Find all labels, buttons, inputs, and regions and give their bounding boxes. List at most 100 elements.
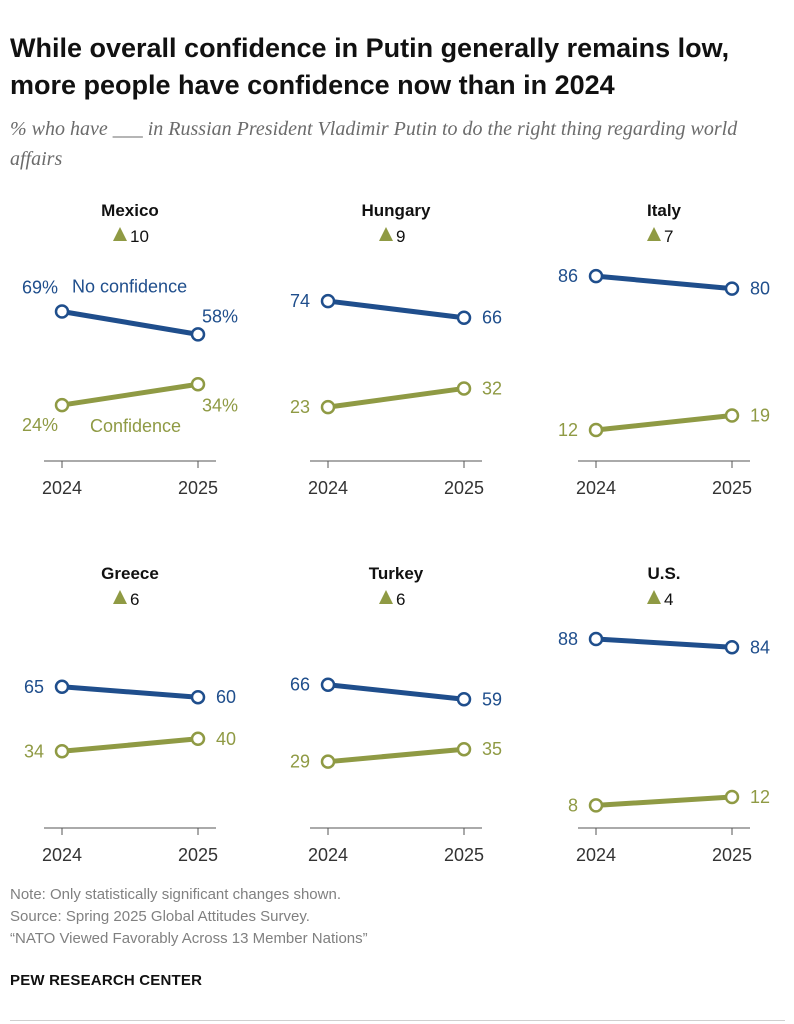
- confidence-point-2024: [54, 744, 70, 759]
- note-text: Note: Only statistically significant cha…: [10, 886, 341, 903]
- country-label: Hungary: [362, 201, 432, 220]
- confidence-point-2025: [190, 377, 206, 392]
- bottom-divider: [10, 1020, 785, 1021]
- x-tick-label: 2024: [42, 478, 82, 498]
- country-label: Italy: [647, 201, 682, 220]
- data-label-2024: 8: [568, 795, 578, 815]
- data-label-2025: 32: [482, 378, 502, 398]
- chart-subtitle: % who have ___ in Russian President Vlad…: [10, 118, 738, 170]
- data-label-2025: 84: [750, 637, 770, 657]
- no-confidence-line: [59, 308, 201, 337]
- x-tick-label: 2024: [42, 845, 82, 865]
- x-tick-label: 2024: [576, 845, 616, 865]
- triangle-up-icon: [647, 227, 661, 241]
- data-label-2025: 66: [482, 308, 502, 328]
- confidence-point-2025: [456, 741, 472, 757]
- no-confidence-point-2024: [588, 268, 604, 284]
- data-label-2025: 59: [482, 689, 502, 709]
- change-value: 10: [130, 227, 149, 246]
- confidence-point-2024: [320, 399, 336, 415]
- confidence-line: [593, 794, 735, 808]
- data-label-2024: 66: [290, 675, 310, 695]
- data-label-2025: 34%: [202, 395, 238, 415]
- x-tick-label: 2025: [444, 478, 484, 498]
- x-tick-label: 2025: [712, 845, 752, 865]
- no-confidence-point-2025: [724, 640, 740, 655]
- no-confidence-line: [325, 682, 467, 702]
- change-value: 4: [664, 590, 673, 609]
- confidence-point-2025: [724, 789, 740, 805]
- no-confidence-point-2024: [320, 293, 336, 309]
- confidence-point-2024: [588, 798, 604, 813]
- confidence-point-2025: [724, 408, 740, 423]
- x-tick-label: 2025: [178, 845, 218, 865]
- data-label-2024: 12: [558, 420, 578, 440]
- change-value: 7: [664, 227, 673, 246]
- data-label-2024: 29: [290, 752, 310, 772]
- data-label-2025: 80: [750, 279, 770, 299]
- no-confidence-point-2025: [724, 281, 740, 296]
- report-title: “NATO Viewed Favorably Across 13 Member …: [10, 930, 368, 947]
- triangle-up-icon: [113, 227, 127, 241]
- data-label-2025: 35: [482, 739, 502, 759]
- data-label-2025: 19: [750, 405, 770, 425]
- no-confidence-point-2024: [54, 304, 70, 319]
- panel-us: U.S. 4 2024 2025 88 84 8 12: [558, 564, 770, 865]
- triangle-up-icon: [647, 590, 661, 604]
- no-confidence-line: [593, 273, 735, 292]
- data-label-2024: 24%: [22, 415, 58, 435]
- change-value: 6: [396, 590, 405, 609]
- triangle-up-icon: [379, 227, 393, 241]
- confidence-line: [59, 381, 201, 408]
- triangle-up-icon: [379, 590, 393, 604]
- confidence-point-2025: [190, 731, 206, 747]
- data-label-2024: 88: [558, 629, 578, 649]
- data-label-2025: 12: [750, 787, 770, 807]
- no-confidence-line: [593, 636, 735, 650]
- x-tick-label: 2024: [308, 478, 348, 498]
- data-label-2024: 69%: [22, 277, 58, 297]
- no-confidence-point-2025: [190, 327, 206, 342]
- no-confidence-point-2024: [54, 679, 70, 695]
- panel-greece: Greece 6 2024 2025 65 60 34 40: [24, 564, 236, 865]
- panel-mexico: Mexico 10 2024 2025 69% 58% 24% 34% No confidenc…: [22, 201, 238, 498]
- small-multiples-chart: Mexico 10 2024 2025 69% 58% 24% 34% No confidenc…: [22, 201, 770, 865]
- data-label-2024: 23: [290, 397, 310, 417]
- no-confidence-point-2024: [588, 631, 604, 647]
- panel-hungary: Hungary 9 2024 2025 74 66 23 32: [290, 201, 502, 498]
- change-value: 6: [130, 590, 139, 609]
- data-label-2025: 60: [216, 687, 236, 707]
- confidence-line: [325, 385, 467, 410]
- country-label: Turkey: [369, 564, 424, 583]
- legend-no-confidence: No confidence: [72, 276, 187, 296]
- country-label: U.S.: [647, 564, 680, 583]
- legend-confidence: Confidence: [90, 416, 181, 436]
- triangle-up-icon: [113, 590, 127, 604]
- confidence-point-2025: [456, 381, 472, 396]
- confidence-line: [59, 736, 201, 754]
- x-tick-label: 2025: [712, 478, 752, 498]
- panel-turkey: Turkey 6 2024 2025 66 59 29 35: [290, 564, 502, 865]
- change-value: 9: [396, 227, 405, 246]
- no-confidence-line: [59, 684, 201, 700]
- source-text: Source: Spring 2025 Global Attitudes Sur…: [10, 908, 310, 925]
- data-label-2024: 65: [24, 677, 44, 697]
- data-label-2025: 40: [216, 729, 236, 749]
- no-confidence-point-2025: [190, 689, 206, 705]
- country-label: Greece: [101, 564, 159, 583]
- x-tick-label: 2024: [576, 478, 616, 498]
- confidence-point-2024: [320, 754, 336, 769]
- no-confidence-point-2024: [320, 677, 336, 692]
- confidence-line: [325, 746, 467, 765]
- data-label-2024: 34: [24, 741, 44, 761]
- chart-title: While overall confidence in Putin genera…: [10, 33, 730, 100]
- x-tick-label: 2024: [308, 845, 348, 865]
- brand-name: PEW RESEARCH CENTER: [10, 972, 203, 989]
- x-tick-label: 2025: [444, 845, 484, 865]
- no-confidence-line: [325, 298, 467, 321]
- no-confidence-point-2025: [456, 310, 472, 325]
- panel-italy: Italy 7 2024 2025 86 80 12 19: [558, 201, 770, 498]
- footer-notes: Note: Only statistically significant cha…: [10, 884, 780, 950]
- data-label-2025: 58%: [202, 306, 238, 326]
- confidence-point-2024: [588, 422, 604, 438]
